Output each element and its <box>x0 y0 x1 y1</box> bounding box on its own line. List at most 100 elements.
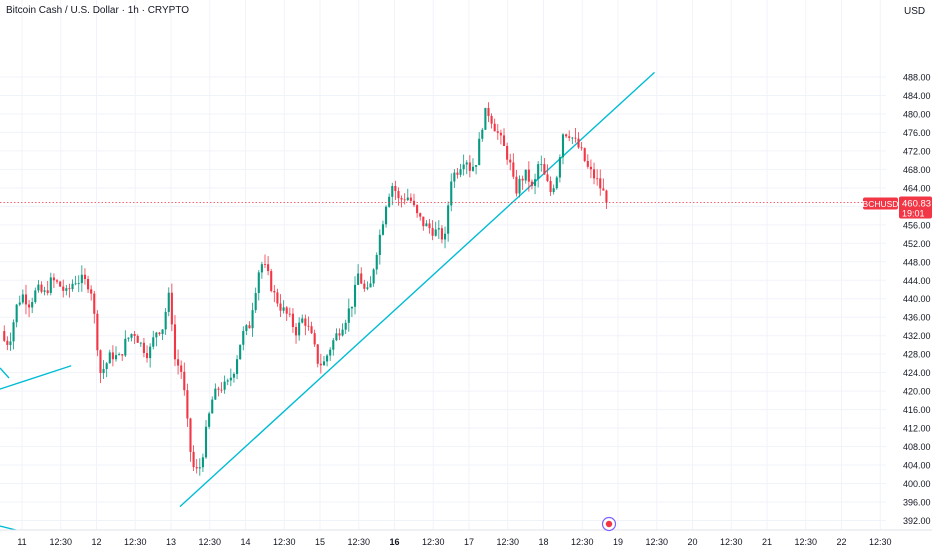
price-tick-label: 436.00 <box>903 313 931 323</box>
candle-body <box>375 254 378 270</box>
candle-body <box>605 190 608 203</box>
candle-body <box>357 273 360 285</box>
candle-body <box>381 224 385 235</box>
candle-body <box>456 172 459 175</box>
price-tick-label: 432.00 <box>903 331 931 341</box>
time-tick-label: 14 <box>240 537 250 547</box>
candle-body <box>385 206 388 225</box>
candle-body <box>31 302 34 308</box>
candle-body <box>270 271 273 292</box>
candle-body <box>285 307 288 314</box>
candle-body <box>453 172 456 182</box>
candle-body <box>592 169 596 179</box>
time-tick-label: 12:30 <box>645 537 668 547</box>
candle-body <box>245 325 248 331</box>
economic-event-icon[interactable] <box>601 516 617 532</box>
time-tick-label: 12:30 <box>124 537 147 547</box>
candle-body <box>93 293 96 314</box>
candle-body <box>565 134 568 137</box>
candle-body <box>493 123 496 132</box>
candle-body <box>397 191 400 199</box>
candle-body <box>512 162 515 177</box>
candle-body <box>527 169 530 182</box>
candle-body <box>462 164 465 170</box>
price-tick-label: 396.00 <box>903 498 931 508</box>
candle-body <box>263 264 267 265</box>
price-axis[interactable] <box>886 0 932 530</box>
time-tick-label: 12:30 <box>49 537 72 547</box>
candle-body <box>319 363 322 366</box>
time-tick-label: 12:30 <box>571 537 594 547</box>
candle-body <box>170 292 173 325</box>
price-tick-label: 448.00 <box>903 257 931 267</box>
candle-body <box>347 308 350 323</box>
candle-body <box>459 169 462 175</box>
trendlines[interactable] <box>0 71 655 532</box>
candle-body <box>409 197 412 201</box>
candle-body <box>571 137 574 139</box>
candle-body <box>260 264 263 273</box>
time-tick-label: 12:30 <box>198 537 221 547</box>
candle-body <box>37 284 40 291</box>
candle-body <box>332 340 335 350</box>
candle-body <box>114 355 118 360</box>
price-tick-label: 444.00 <box>903 276 931 286</box>
price-tick-label: 468.00 <box>903 165 931 175</box>
candle-body <box>366 287 369 289</box>
candle-body <box>478 138 481 166</box>
candle-body <box>428 223 431 229</box>
candle-body <box>236 359 239 374</box>
trendline[interactable] <box>0 365 72 391</box>
bar-countdown: 19:01 <box>902 209 925 219</box>
candle-body <box>487 107 490 116</box>
candle-body <box>6 340 9 345</box>
candle-body <box>242 330 245 345</box>
symbol-tag-label: BCHUSD <box>863 199 899 209</box>
candle-body <box>484 107 487 130</box>
candle-body <box>74 283 77 285</box>
candle-body <box>310 326 313 334</box>
candle-body <box>49 277 52 293</box>
candle-body <box>102 369 105 374</box>
candle-body <box>34 290 37 303</box>
candle-body <box>121 354 124 356</box>
candle-body <box>65 288 68 291</box>
candle-body <box>326 355 329 362</box>
candle-body <box>403 199 406 201</box>
time-tick-label: 22 <box>836 537 846 547</box>
time-tick-label: 16 <box>389 537 399 547</box>
candle-body <box>149 346 152 359</box>
candle-body <box>152 337 155 347</box>
candle-body <box>24 294 28 305</box>
candle-body <box>204 426 208 458</box>
candle-body <box>490 115 493 124</box>
time-tick-label: 12:30 <box>496 537 519 547</box>
candle-body <box>580 147 583 149</box>
candle-body <box>599 178 602 189</box>
time-tick-label: 15 <box>315 537 325 547</box>
candle-body <box>99 350 102 374</box>
candle-body <box>282 307 285 311</box>
candle-body <box>55 280 59 282</box>
candle-body <box>257 272 260 294</box>
candle-body <box>360 273 363 284</box>
time-tick-label: 21 <box>762 537 772 547</box>
candle-body <box>248 325 251 329</box>
candle-body <box>437 228 440 230</box>
trendline[interactable] <box>179 71 655 508</box>
candle-body <box>540 164 543 165</box>
candle-body <box>130 333 133 338</box>
price-tick-label: 416.00 <box>903 405 931 415</box>
time-axis[interactable] <box>0 530 932 550</box>
candle-body <box>329 349 332 356</box>
candle-body <box>83 274 87 280</box>
candle-body <box>192 451 195 468</box>
price-tick-label: 488.00 <box>903 72 931 82</box>
candle-body <box>291 313 294 328</box>
candle-body <box>46 290 49 293</box>
candle-body <box>139 342 142 344</box>
time-tick-label: 12:30 <box>273 537 296 547</box>
price-tick-label: 472.00 <box>903 146 931 156</box>
candle-body <box>3 331 6 341</box>
